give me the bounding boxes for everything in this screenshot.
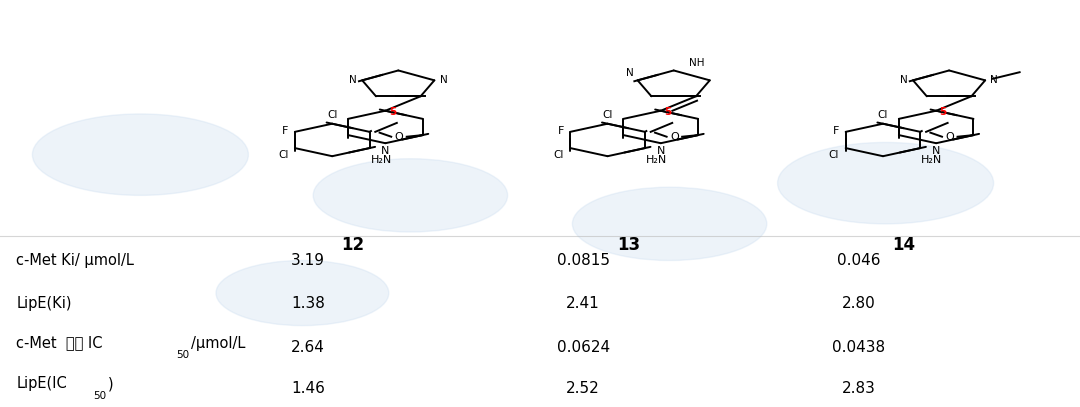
Text: LipE(Ki): LipE(Ki)	[16, 296, 71, 311]
Text: 2.83: 2.83	[841, 381, 876, 396]
Text: 5: 5	[664, 107, 672, 116]
Text: N: N	[932, 146, 941, 155]
Text: N: N	[657, 146, 665, 155]
Text: F: F	[557, 126, 564, 136]
Text: N: N	[625, 68, 633, 79]
Text: 1.46: 1.46	[291, 381, 325, 396]
Circle shape	[313, 159, 508, 232]
Text: c-Met Ki/ μmol/L: c-Met Ki/ μmol/L	[16, 253, 134, 268]
Text: c-Met  细胞 IC: c-Met 细胞 IC	[16, 336, 103, 350]
Text: Cl: Cl	[878, 110, 888, 120]
Text: H₂N: H₂N	[370, 155, 392, 164]
Circle shape	[32, 114, 248, 195]
Text: F: F	[282, 126, 288, 136]
Text: H₂N: H₂N	[921, 155, 943, 164]
Text: 12: 12	[341, 236, 365, 254]
Text: 5: 5	[940, 107, 947, 116]
Text: 2.80: 2.80	[841, 296, 876, 311]
Text: 0.0438: 0.0438	[832, 341, 886, 355]
Text: Cl: Cl	[603, 110, 612, 120]
Text: 50: 50	[176, 350, 189, 360]
Text: N: N	[990, 74, 998, 85]
Text: Cl: Cl	[553, 150, 564, 160]
Text: 0.046: 0.046	[837, 253, 880, 268]
Text: NH: NH	[689, 58, 704, 68]
Text: N: N	[900, 74, 908, 85]
Text: O: O	[670, 132, 678, 142]
Text: N: N	[349, 74, 357, 85]
Text: N: N	[440, 74, 447, 85]
Text: 2.52: 2.52	[566, 381, 600, 396]
Text: 13: 13	[617, 236, 640, 254]
Circle shape	[572, 187, 767, 260]
Text: Cl: Cl	[327, 110, 337, 120]
Text: F: F	[833, 126, 839, 136]
Text: 3.19: 3.19	[291, 253, 325, 268]
Text: H₂N: H₂N	[646, 155, 667, 164]
Text: 2.41: 2.41	[566, 296, 600, 311]
Text: O: O	[394, 132, 403, 142]
Text: /μmol/L: /μmol/L	[191, 336, 245, 350]
Text: 0.0624: 0.0624	[556, 341, 610, 355]
Text: LipE(IC: LipE(IC	[16, 376, 67, 391]
Text: Cl: Cl	[278, 150, 288, 160]
Text: 50: 50	[93, 391, 106, 401]
Text: O: O	[945, 132, 954, 142]
Circle shape	[778, 142, 994, 224]
Text: 1.38: 1.38	[291, 296, 325, 311]
Text: 14: 14	[892, 236, 916, 254]
Text: N: N	[381, 146, 390, 155]
Text: 2.64: 2.64	[291, 341, 325, 355]
Text: 5: 5	[389, 107, 396, 116]
Text: 0.0815: 0.0815	[556, 253, 610, 268]
Circle shape	[216, 260, 389, 326]
Text: ): )	[108, 376, 113, 391]
Text: Cl: Cl	[828, 150, 839, 160]
